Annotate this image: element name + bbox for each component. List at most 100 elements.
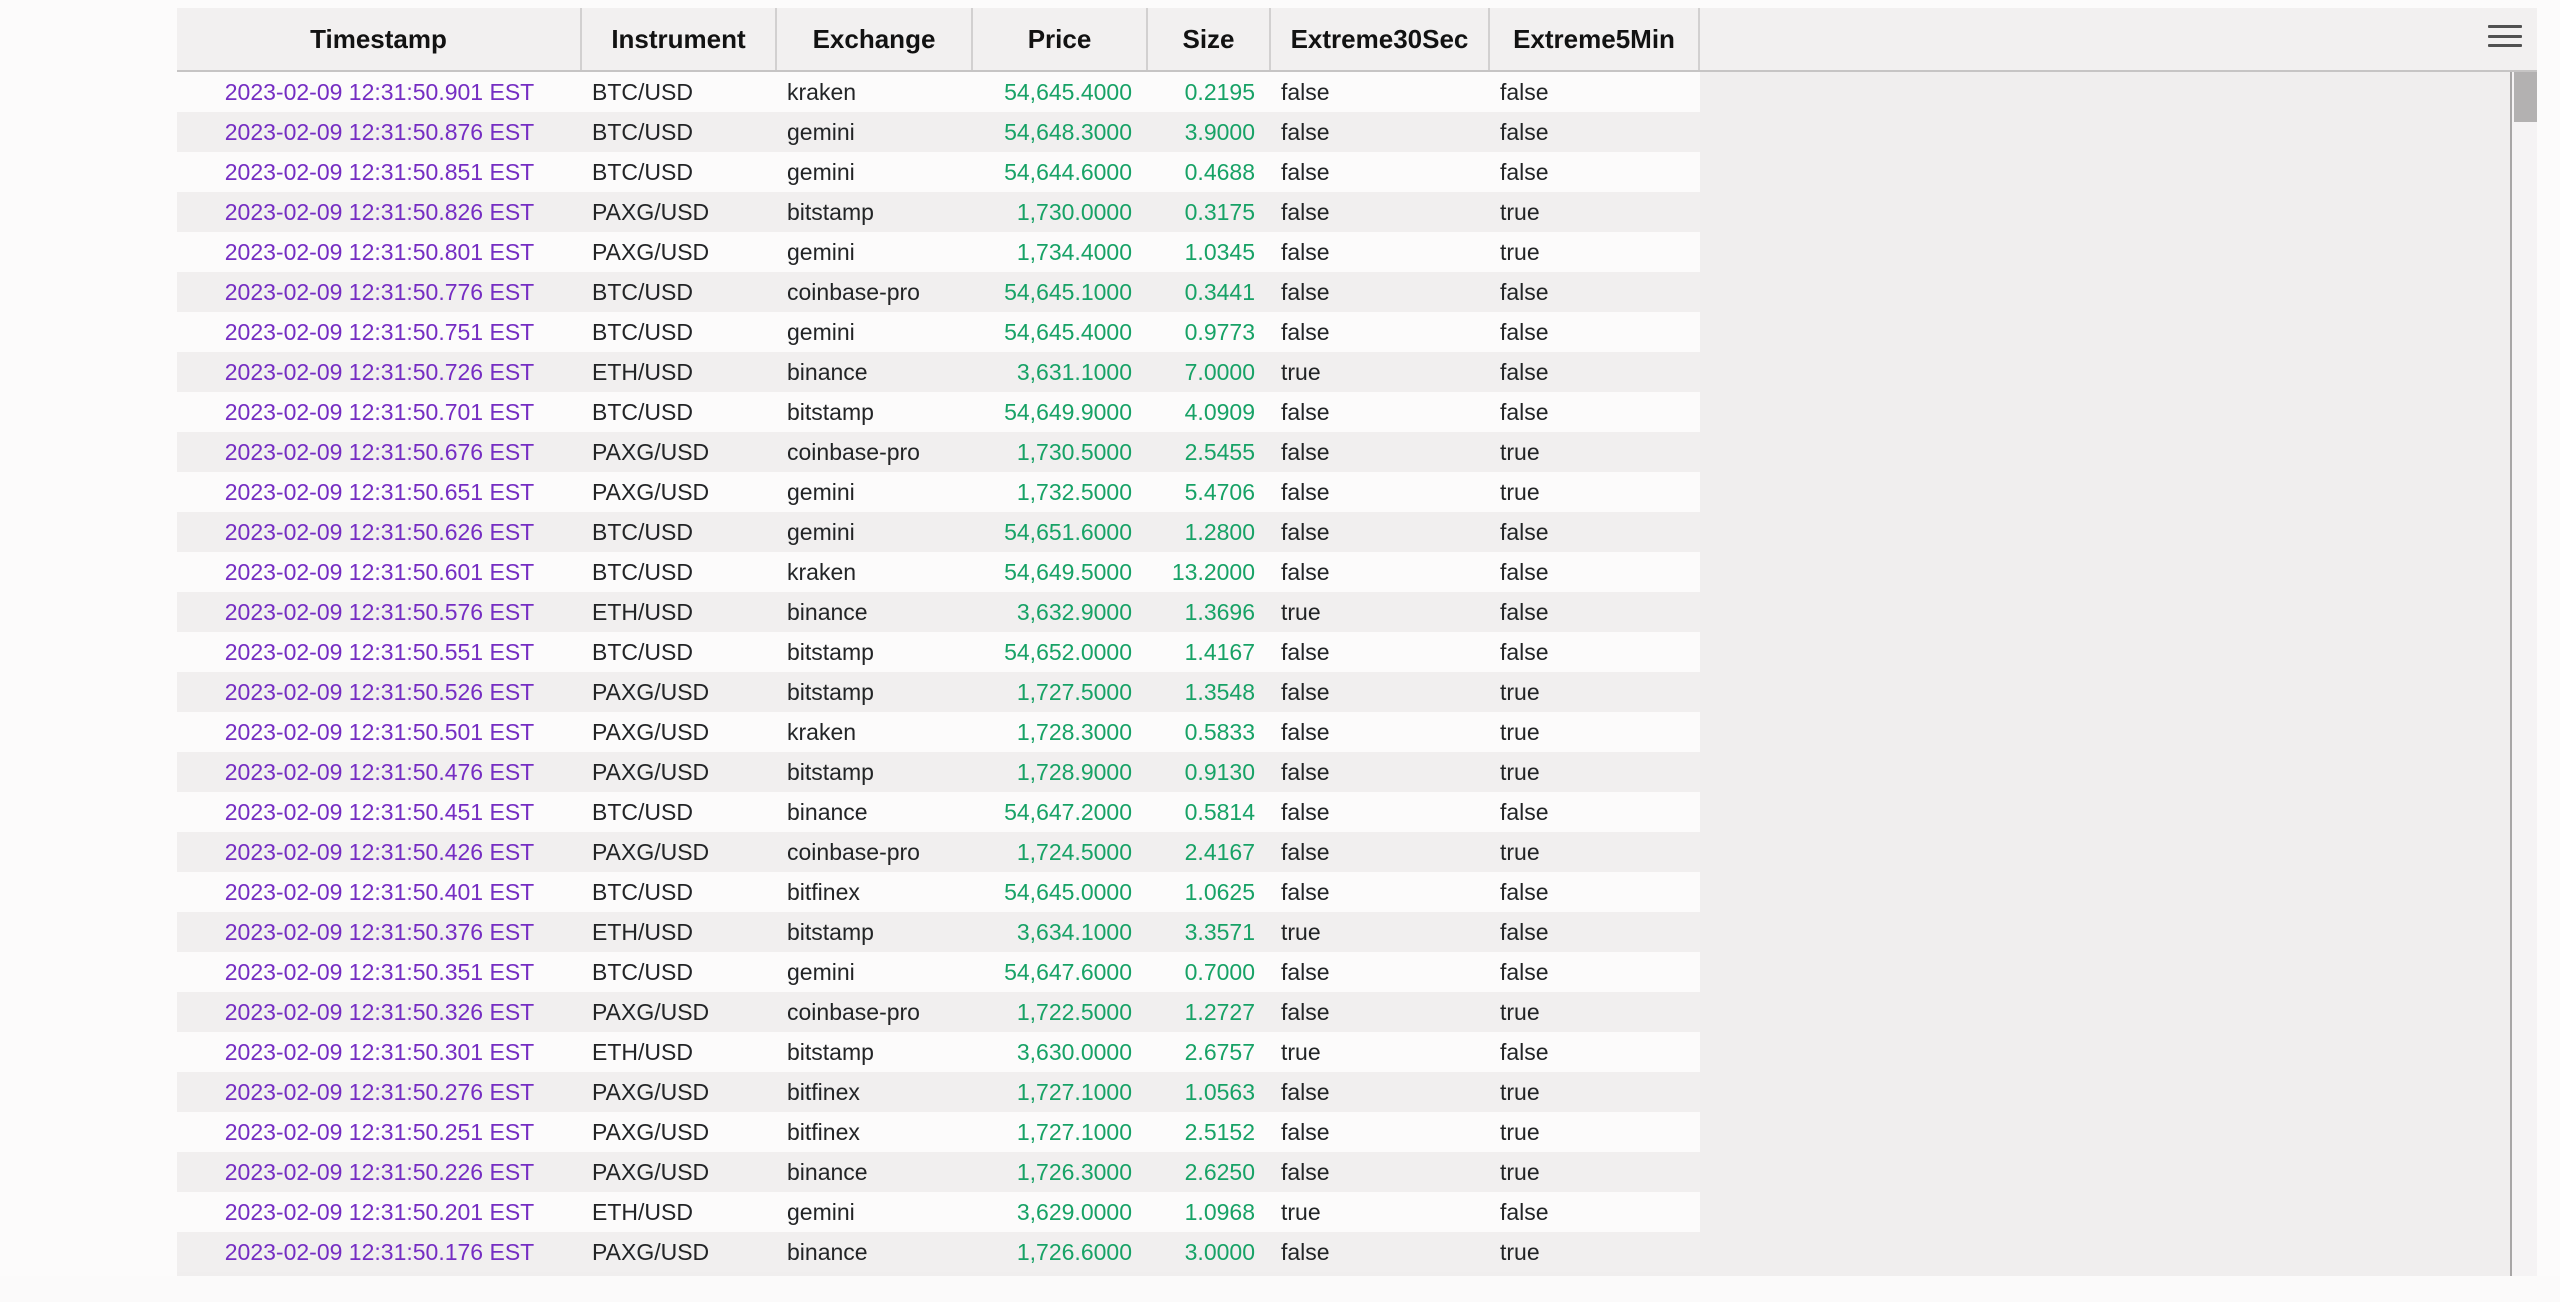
table-row[interactable]: 2023-02-09 12:31:50.876 EST BTC/USD gemini… — [177, 112, 1700, 152]
cell-timestamp: 2023-02-09 12:31:50.676 EST — [224, 438, 535, 465]
table-row[interactable]: 2023-02-09 12:31:50.601 EST BTC/USD kraken… — [177, 552, 1700, 592]
cell-size: 13.2000 — [1171, 558, 1255, 585]
table-row[interactable]: 2023-02-09 12:31:50.851 EST BTC/USD gemini… — [177, 152, 1700, 192]
table-row[interactable]: 2023-02-09 12:31:50.701 EST BTC/USD bitsta… — [177, 392, 1700, 432]
cell-price: 54,645.0000 — [1004, 878, 1132, 905]
cell-extreme30sec: true — [1281, 918, 1321, 945]
cell-exchange: kraken — [787, 558, 857, 585]
cell-price: 1,726.6000 — [1016, 1238, 1132, 1265]
table-row[interactable]: 2023-02-09 12:31:50.351 EST BTC/USD gemini… — [177, 952, 1700, 992]
cell-timestamp: 2023-02-09 12:31:50.351 EST — [224, 958, 535, 985]
cell-timestamp: 2023-02-09 12:31:50.376 EST — [224, 918, 535, 945]
cell-exchange: gemini — [787, 478, 855, 505]
table-row[interactable]: 2023-02-09 12:31:50.401 EST BTC/USD bitfin… — [177, 872, 1700, 912]
cell-extreme30sec: false — [1281, 1158, 1330, 1185]
table-row[interactable]: 2023-02-09 12:31:50.226 EST PAXG/USD binan… — [177, 1152, 1700, 1192]
table-row[interactable]: 2023-02-09 12:31:50.301 EST ETH/USD bitsta… — [177, 1032, 1700, 1072]
table-row[interactable]: 2023-02-09 12:31:50.276 EST PAXG/USD bitfi… — [177, 1072, 1700, 1112]
table-row[interactable]: 2023-02-09 12:31:50.801 EST PAXG/USD gemin… — [177, 232, 1700, 272]
cell-timestamp: 2023-02-09 12:31:50.251 EST — [224, 1118, 535, 1145]
cell-extreme30sec: false — [1281, 558, 1330, 585]
table-row[interactable]: 2023-02-09 12:31:50.526 EST PAXG/USD bitst… — [177, 672, 1700, 712]
table-row[interactable]: 2023-02-09 12:31:50.201 EST ETH/USD gemini… — [177, 1192, 1700, 1232]
cell-extreme5min: false — [1500, 358, 1549, 385]
cell-exchange: bitfinex — [787, 1078, 860, 1105]
cell-extreme30sec: false — [1281, 838, 1330, 865]
table-row[interactable]: 2023-02-09 12:31:50.251 EST PAXG/USD bitfi… — [177, 1112, 1700, 1152]
table-row[interactable]: 2023-02-09 12:31:50.751 EST BTC/USD gemini… — [177, 312, 1700, 352]
cell-exchange: gemini — [787, 1198, 855, 1225]
cell-price: 1,724.5000 — [1016, 838, 1132, 865]
cell-extreme5min: true — [1500, 1118, 1540, 1145]
cell-instrument: BTC/USD — [592, 158, 693, 185]
cell-extreme30sec: false — [1281, 278, 1330, 305]
cell-price: 54,647.2000 — [1004, 798, 1132, 825]
grid-header-filler — [1700, 8, 2537, 70]
vertical-scrollbar-thumb[interactable] — [2514, 72, 2537, 122]
table-row[interactable]: 2023-02-09 12:31:50.626 EST BTC/USD gemini… — [177, 512, 1700, 552]
column-header-size[interactable]: Size — [1148, 8, 1271, 70]
table-row[interactable]: 2023-02-09 12:31:50.726 EST ETH/USD binanc… — [177, 352, 1700, 392]
table-row[interactable]: 2023-02-09 12:31:50.651 EST PAXG/USD gemin… — [177, 472, 1700, 512]
table-row[interactable]: 2023-02-09 12:31:50.776 EST BTC/USD coinba… — [177, 272, 1700, 312]
cell-extreme30sec: false — [1281, 158, 1330, 185]
cell-exchange: gemini — [787, 958, 855, 985]
column-header-price[interactable]: Price — [973, 8, 1148, 70]
cell-timestamp: 2023-02-09 12:31:50.576 EST — [224, 598, 535, 625]
table-row[interactable]: 2023-02-09 12:31:50.476 EST PAXG/USD bitst… — [177, 752, 1700, 792]
column-header-instrument[interactable]: Instrument — [582, 8, 777, 70]
cell-timestamp: 2023-02-09 12:31:50.176 EST — [224, 1238, 535, 1265]
cell-price: 3,629.0000 — [1016, 1198, 1132, 1225]
table-row[interactable]: 2023-02-09 12:31:50.326 EST PAXG/USD coinb… — [177, 992, 1700, 1032]
cell-instrument: PAXG/USD — [592, 438, 710, 465]
table-row[interactable]: 2023-02-09 12:31:50.426 EST PAXG/USD coinb… — [177, 832, 1700, 872]
cell-exchange: bitstamp — [787, 1038, 874, 1065]
cell-timestamp: 2023-02-09 12:31:50.326 EST — [224, 998, 535, 1025]
cell-size: 0.5833 — [1184, 718, 1255, 745]
table-row[interactable]: 2023-02-09 12:31:50.551 EST BTC/USD bitsta… — [177, 632, 1700, 672]
cell-size: 2.6250 — [1184, 1158, 1255, 1185]
cell-size: 1.2800 — [1184, 518, 1255, 545]
cell-extreme30sec: false — [1281, 318, 1330, 345]
cell-timestamp: 2023-02-09 12:31:50.701 EST — [224, 398, 535, 425]
cell-extreme5min: true — [1500, 238, 1540, 265]
cell-exchange: gemini — [787, 158, 855, 185]
column-header-extreme5min[interactable]: Extreme5Min — [1490, 8, 1700, 70]
cell-extreme30sec: false — [1281, 518, 1330, 545]
cell-exchange: bitstamp — [787, 398, 874, 425]
cell-extreme5min: false — [1500, 118, 1549, 145]
cell-exchange: coinbase-pro — [787, 438, 920, 465]
cell-size: 4.0909 — [1184, 398, 1255, 425]
cell-size: 0.9130 — [1184, 758, 1255, 785]
cell-extreme30sec: true — [1281, 598, 1321, 625]
cell-instrument: PAXG/USD — [592, 238, 710, 265]
cell-timestamp: 2023-02-09 12:31:50.301 EST — [224, 1038, 535, 1065]
horizontal-scrollbar-track[interactable] — [0, 1276, 2560, 1302]
cell-extreme30sec: false — [1281, 758, 1330, 785]
cell-price: 54,648.3000 — [1004, 118, 1132, 145]
cell-exchange: gemini — [787, 518, 855, 545]
vertical-scrollbar[interactable] — [2510, 72, 2537, 1276]
cell-size: 1.3696 — [1184, 598, 1255, 625]
table-row[interactable]: 2023-02-09 12:31:50.176 EST PAXG/USD binan… — [177, 1232, 1700, 1272]
table-row[interactable]: 2023-02-09 12:31:50.901 EST BTC/USD kraken… — [177, 72, 1700, 112]
table-row[interactable]: 2023-02-09 12:31:50.501 EST PAXG/USD krake… — [177, 712, 1700, 752]
table-row[interactable]: 2023-02-09 12:31:50.376 EST ETH/USD bitsta… — [177, 912, 1700, 952]
column-header-timestamp[interactable]: Timestamp — [177, 8, 582, 70]
cell-size: 0.9773 — [1184, 318, 1255, 345]
cell-price: 1,727.5000 — [1016, 678, 1132, 705]
table-row[interactable]: 2023-02-09 12:31:50.576 EST ETH/USD binanc… — [177, 592, 1700, 632]
table-row[interactable]: 2023-02-09 12:31:50.826 EST PAXG/USD bitst… — [177, 192, 1700, 232]
column-header-extreme30sec[interactable]: Extreme30Sec — [1271, 8, 1490, 70]
cell-instrument: PAXG/USD — [592, 1238, 710, 1265]
cell-timestamp: 2023-02-09 12:31:50.776 EST — [224, 278, 535, 305]
cell-exchange: binance — [787, 798, 868, 825]
table-row[interactable]: 2023-02-09 12:31:50.676 EST PAXG/USD coinb… — [177, 432, 1700, 472]
column-header-exchange[interactable]: Exchange — [777, 8, 973, 70]
cell-extreme30sec: false — [1281, 798, 1330, 825]
cell-extreme5min: false — [1500, 158, 1549, 185]
cell-size: 1.3548 — [1184, 678, 1255, 705]
cell-price: 1,726.3000 — [1016, 1158, 1132, 1185]
hamburger-menu-icon[interactable] — [2488, 25, 2522, 47]
table-row[interactable]: 2023-02-09 12:31:50.451 EST BTC/USD binanc… — [177, 792, 1700, 832]
